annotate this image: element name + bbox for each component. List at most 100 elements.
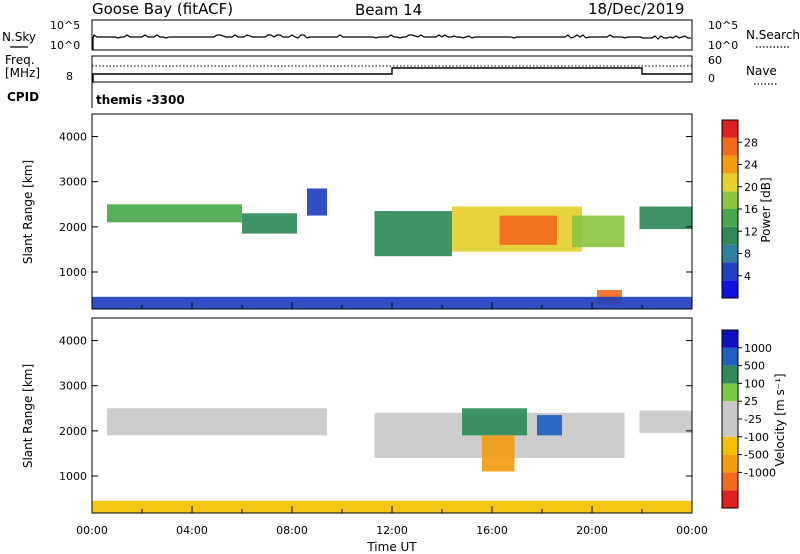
- noise-tick-bottom-left: 10^0: [50, 39, 80, 52]
- echo-region: [482, 435, 515, 472]
- x-tick-label: 16:00: [476, 524, 508, 537]
- freq-label: Freq.: [5, 53, 35, 67]
- echo-region: [537, 415, 562, 436]
- nave-label: Nave: [746, 64, 777, 78]
- power-y-axis-label: Slant Range [km]: [21, 160, 35, 264]
- colorbar-swatch: [722, 401, 738, 419]
- echo-region: [107, 204, 242, 223]
- colorbar-swatch: [722, 173, 738, 192]
- power-echo-layer: [92, 188, 692, 309]
- colorbar-swatch: [722, 280, 738, 298]
- echo-region: [639, 410, 692, 434]
- y-tick-label: 2000: [59, 425, 87, 438]
- colorbar-tick-label: 20: [744, 181, 758, 194]
- velocity-colorbar-ticks: 1000 500 100 25 -25 -100 -500 -1000: [738, 342, 776, 479]
- echo-region: [462, 408, 527, 436]
- colorbar-swatch: [722, 436, 738, 455]
- x-tick-label: 12:00: [376, 524, 408, 537]
- y-tick-label: 1000: [59, 266, 87, 279]
- colorbar-tick-label: 1000: [744, 342, 772, 355]
- colorbar-swatch: [722, 472, 738, 491]
- colorbar-swatch: [722, 137, 738, 156]
- colorbar-tick-label: 4: [744, 270, 751, 283]
- colorbar-tick-label: 500: [744, 360, 765, 373]
- power-colorbar-swatches: [722, 120, 738, 298]
- echo-region: [307, 188, 327, 216]
- power-colorbar-label: Power [dB]: [759, 177, 773, 242]
- nave-tick-top: 60: [708, 54, 722, 67]
- y-tick-label: 4000: [59, 335, 87, 348]
- y-tick-label: 3000: [59, 176, 87, 189]
- colorbar-swatch: [722, 209, 738, 227]
- x-tick-label: 04:00: [176, 524, 208, 537]
- velocity-colorbar: 1000 500 100 25 -25 -100 -500 -1000 Velocity [m…: [721, 329, 787, 509]
- power-colorbar: 4 8 12 16 20 24 28 Power [dB]: [721, 119, 773, 299]
- echo-region: [107, 408, 327, 436]
- colorbar-tick-label: 100: [744, 377, 765, 390]
- y-tick-label: 1000: [59, 470, 87, 483]
- noise-panel: N.Sky 10^5 10^0 10^5 10^0 N.Search: [2, 19, 800, 52]
- colorbar-tick-label: 12: [744, 225, 758, 238]
- velocity-colorbar-swatches: [722, 330, 738, 508]
- nsky-trace: [92, 34, 691, 50]
- x-tick-label: 00:00: [76, 524, 108, 537]
- nsky-label: N.Sky: [2, 30, 36, 44]
- velocity-y-axis-label: Slant Range [km]: [21, 364, 35, 468]
- y-tick-label: 3000: [59, 380, 87, 393]
- colorbar-tick-label: -500: [744, 449, 769, 462]
- colorbar-swatch: [722, 419, 738, 437]
- colorbar-tick-label: -100: [744, 431, 769, 444]
- time-axis-label: Time UT: [366, 540, 417, 554]
- cpid-label: CPID: [7, 90, 39, 104]
- station-title: Goose Bay (fitACF): [92, 0, 233, 18]
- colorbar-swatch: [722, 155, 738, 174]
- colorbar-tick-label: -1000: [744, 466, 776, 479]
- colorbar-swatch: [722, 383, 738, 402]
- freq-panel-frame: [91, 55, 693, 83]
- echo-region: [499, 215, 557, 245]
- y-tick-label: 2000: [59, 221, 87, 234]
- noise-tick-top-right: 10^5: [708, 19, 738, 32]
- beam-title: Beam 14: [355, 1, 422, 19]
- cpid-value: themis -3300: [96, 93, 185, 107]
- nsearch-label: N.Search: [746, 28, 800, 42]
- noise-tick-top-left: 10^5: [50, 19, 80, 32]
- colorbar-swatch: [722, 244, 738, 263]
- noise-panel-frame: [91, 19, 693, 51]
- velocity-panel: 1000 2000 3000 4000 00:00 04:00 08:00 12:00 16:…: [21, 317, 708, 554]
- colorbar-swatch: [722, 226, 738, 245]
- freq-unit: [MHz]: [5, 66, 40, 80]
- colorbar-swatch: [722, 191, 738, 209]
- colorbar-swatch: [722, 262, 738, 281]
- echo-region: [639, 206, 692, 230]
- colorbar-swatch: [722, 365, 738, 384]
- echo-region: [374, 211, 452, 257]
- colorbar-swatch: [722, 330, 738, 348]
- colorbar-swatch: [722, 454, 738, 473]
- colorbar-swatch: [722, 120, 738, 138]
- power-y-axis: 1000 2000 3000 4000: [59, 131, 692, 279]
- velocity-echo-layer: [92, 408, 692, 513]
- freq-tick: 8: [66, 70, 73, 83]
- colorbar-swatch: [722, 347, 738, 366]
- echo-region: [572, 215, 625, 248]
- colorbar-tick-label: 16: [744, 203, 758, 216]
- noise-tick-bottom-right: 10^0: [708, 39, 738, 52]
- colorbar-tick-label: 28: [744, 136, 758, 149]
- power-panel: 1000 2000 3000 4000 Slant Range [km]: [21, 113, 693, 310]
- nave-tick-bottom: 0: [708, 72, 715, 85]
- freq-trace: [92, 67, 692, 83]
- velocity-y-axis: 1000 2000 3000 4000: [59, 335, 692, 483]
- freq-panel: Freq. [MHz] 8 60 0 Nave: [5, 53, 778, 85]
- colorbar-tick-label: 24: [744, 159, 758, 172]
- cpid-panel: CPID themis -3300: [7, 82, 185, 108]
- colorbar-tick-label: 8: [744, 248, 751, 261]
- power-x-axis: [91, 302, 693, 309]
- echo-region: [242, 213, 297, 234]
- x-tick-label: 20:00: [576, 524, 608, 537]
- colorbar-tick-label: 25: [744, 395, 758, 408]
- velocity-x-axis: 00:00 04:00 08:00 12:00 16:00 20:00 00:00: [76, 506, 708, 537]
- power-colorbar-ticks: 4 8 12 16 20 24 28: [738, 136, 758, 283]
